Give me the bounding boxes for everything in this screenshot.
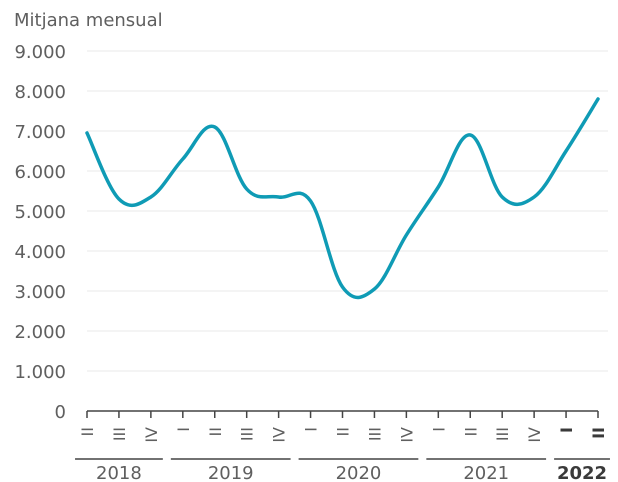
x-tick-label: I <box>302 427 321 432</box>
x-tick-label: II <box>461 427 480 436</box>
y-tick-label: 9.000 <box>14 42 66 63</box>
x-tick-label: IV <box>142 427 161 443</box>
y-tick-label: 1.000 <box>14 362 66 383</box>
x-tick-label: III <box>493 427 512 441</box>
y-tick-label: 8.000 <box>14 82 66 103</box>
x-tick-label: III <box>110 427 129 441</box>
y-tick-label: 3.000 <box>14 282 66 303</box>
y-tick-label: 5.000 <box>14 202 66 223</box>
year-label: 2019 <box>208 463 254 482</box>
x-tick-label: IV <box>525 427 544 443</box>
y-tick-label: 0 <box>55 402 66 423</box>
x-tick-label: II <box>589 427 608 439</box>
x-tick-label: I <box>174 427 193 432</box>
x-tick-label: II <box>206 427 225 436</box>
year-label: 2021 <box>463 463 509 482</box>
x-tick-label: IV <box>270 427 289 443</box>
y-tick-label: 4.000 <box>14 242 66 263</box>
x-tick-label: IV <box>397 427 416 443</box>
year-label: 2020 <box>336 463 382 482</box>
x-tick-label: II <box>334 427 353 436</box>
y-axis-title: Mitjana mensual <box>14 10 163 31</box>
y-tick-label: 7.000 <box>14 122 66 143</box>
x-tick-label: III <box>365 427 384 441</box>
year-label: 2022 <box>557 463 607 482</box>
y-tick-label: 6.000 <box>14 162 66 183</box>
y-tick-label: 2.000 <box>14 322 66 343</box>
series-line <box>85 97 600 300</box>
year-label: 2018 <box>96 463 142 482</box>
x-tick-label: I <box>557 427 576 433</box>
x-tick-label: III <box>238 427 257 441</box>
x-tick-label: I <box>429 427 448 432</box>
x-tick-label: II <box>78 427 97 436</box>
